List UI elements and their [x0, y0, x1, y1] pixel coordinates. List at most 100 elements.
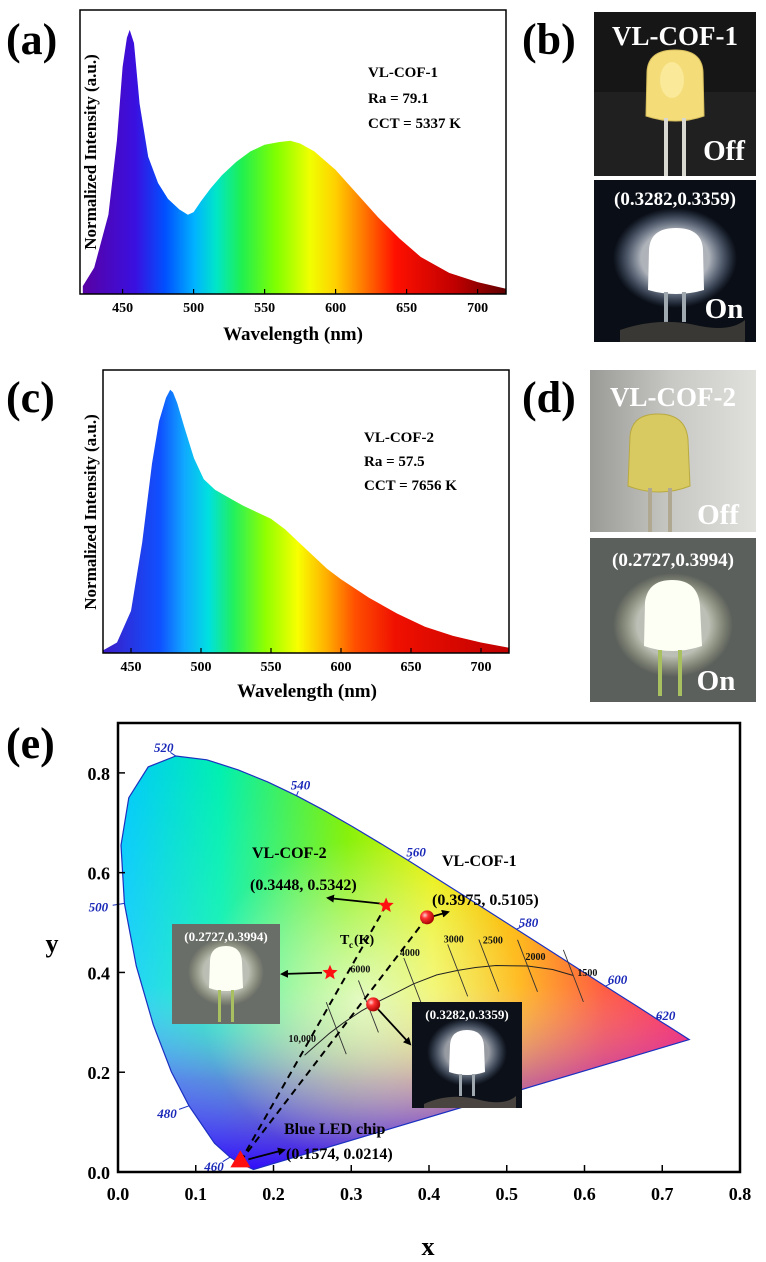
conversion-dashed-line — [239, 916, 428, 1162]
photo-d-title: VL-COF-2 — [610, 382, 736, 412]
y-axis-title-e: y — [46, 929, 59, 958]
y-tick-label-e: 0.6 — [88, 864, 111, 884]
y-tick-label-e: 0.4 — [88, 963, 111, 983]
sphere-marker — [420, 910, 435, 925]
plot-frame-c — [102, 369, 510, 654]
star-marker — [322, 964, 338, 980]
point-label: (0.1574, 0.0214) — [286, 1146, 393, 1163]
photo-d-coordinate: (0.2727,0.3994) — [612, 550, 734, 571]
label-arrow — [280, 969, 323, 978]
wavelength-label: 480 — [156, 1106, 177, 1121]
y-axis-title-a: Normalized Intensity (a.u.) — [81, 54, 100, 249]
wavelength-label: 540 — [291, 778, 311, 793]
point-label: VL-COF-1 — [442, 853, 517, 870]
wavelength-label: 560 — [406, 844, 426, 859]
photo-b-coordinate: (0.3282,0.3359) — [614, 189, 736, 210]
x-tick-label-c: 500 — [191, 660, 212, 675]
annotation-a-cct: CCT = 5337 K — [368, 116, 461, 132]
wavelength-tick — [296, 791, 299, 796]
isotherm-label: 1500 — [577, 968, 597, 979]
panel-label-a: (a) — [6, 15, 57, 64]
point-label: VL-COF-2 — [252, 845, 327, 862]
panel-label-d: (d) — [522, 373, 576, 422]
wavelength-label: 500 — [89, 899, 109, 914]
inset-photo-b-lead — [459, 1074, 462, 1096]
photo-b-title: VL-COF-1 — [612, 21, 738, 51]
x-tick-label-e: 0.0 — [107, 1184, 130, 1204]
inset-photo-d-coordinate: (0.2727,0.3994) — [184, 929, 267, 944]
x-axis-title-e: x — [422, 1232, 435, 1261]
photo-d-on-label: On — [697, 665, 736, 697]
wavelength-label: 600 — [608, 972, 628, 987]
isotherm-label: 2500 — [483, 936, 503, 947]
conversion-dashed-line — [239, 904, 387, 1162]
x-tick-label-e: 0.2 — [262, 1184, 285, 1204]
panel-label-b: (b) — [522, 15, 576, 64]
inset-photo-d-lead — [231, 990, 234, 1022]
spectrum-c-area — [103, 389, 509, 653]
spectrum-a-area — [82, 29, 506, 294]
isotherm-line — [325, 1002, 347, 1055]
photo-d-on: (0.2727,0.3994) On — [590, 538, 756, 702]
x-tick-label-a: 450 — [112, 301, 133, 316]
isotherm-line — [478, 939, 500, 992]
wavelength-label: 580 — [519, 915, 539, 930]
wavelength-tick — [407, 856, 413, 861]
chart-c: 450 500 550 600 650 700 VL-COF-2 Ra = 57.5 CC… — [81, 369, 510, 702]
tc-subscript: c — [349, 940, 353, 950]
point-label: Blue LED chip — [284, 1121, 385, 1138]
annotation-c-cct: CCT = 7656 K — [364, 478, 457, 494]
wavelength-tick — [178, 1105, 190, 1110]
panel-label-c: (c) — [6, 373, 55, 422]
isotherm-line — [562, 949, 584, 1003]
inset-photo-b-led — [449, 1030, 485, 1075]
photo-d-off-label: Off — [697, 499, 739, 531]
isotherm-label: 4000 — [400, 948, 420, 959]
photo-b-on: (0.3282,0.3359) On — [594, 180, 756, 342]
y-tick-label-e: 0.8 — [88, 764, 111, 784]
isotherm-lines: 10,000 6000 4000 3000 2500 2000 1500 — [288, 934, 597, 1055]
isotherm-line — [447, 944, 469, 997]
x-ticks-a: 450 500 550 600 650 700 — [112, 289, 488, 316]
chart-e-overlay: VL-COF-2 (0.3448, 0.5342) VL-COF-1 (0.3975,… — [172, 845, 539, 1168]
x-tick-label-e: 0.4 — [418, 1184, 441, 1204]
x-tick-label-e: 0.5 — [496, 1184, 519, 1204]
inset-photo-d-lead — [218, 990, 221, 1022]
point-label: (0.3448, 0.5342) — [250, 877, 357, 894]
star-marker — [378, 897, 394, 912]
wavelength-labels: 460 480 500 520 540 560 580 600 620 — [89, 740, 676, 1174]
spectral-locus — [120, 755, 691, 1171]
annotation-c-name: VL-COF-2 — [364, 430, 434, 446]
label-arrow — [432, 909, 450, 918]
cie-gamut-white — [121, 756, 690, 1170]
annotation-a-ra: Ra = 79.1 — [368, 91, 429, 107]
label-arrow — [377, 1008, 412, 1046]
wavelength-label: 460 — [203, 1159, 224, 1174]
x-tick-label-e: 0.7 — [651, 1184, 674, 1204]
x-tick-label-e: 0.1 — [185, 1184, 208, 1204]
isotherm-line — [403, 957, 425, 1011]
isotherm-label: 6000 — [350, 964, 370, 975]
y-tick-label-e: 0.2 — [88, 1063, 111, 1083]
photo-d-off: VL-COF-2 Off — [590, 370, 756, 532]
plot-frame-a — [79, 9, 507, 295]
annotation-a-name: VL-COF-1 — [368, 65, 438, 81]
x-tick-label-e: 0.8 — [729, 1184, 752, 1204]
point-label: (0.3975, 0.5105) — [432, 892, 539, 909]
photo-b-on-label: On — [705, 293, 744, 325]
x-tick-label-e: 0.3 — [340, 1184, 363, 1204]
triangle-marker — [230, 1150, 251, 1168]
isotherm-label: 2000 — [526, 952, 546, 963]
isotherm-line — [517, 939, 538, 992]
sphere-marker — [366, 997, 381, 1012]
x-tick-label-a: 550 — [254, 301, 275, 316]
x-tick-label-a: 700 — [467, 301, 488, 316]
y-tick-label-e: 0.0 — [88, 1163, 111, 1183]
wavelength-label: 520 — [154, 740, 174, 755]
x-tick-label-c: 600 — [331, 660, 352, 675]
label-arrow — [326, 894, 381, 905]
chart-e-cie: 460 480 500 520 540 560 580 600 620 10,000 6000 40… — [46, 721, 752, 1261]
label-arrow — [248, 1147, 286, 1161]
inset-photo-d-led — [209, 946, 243, 991]
